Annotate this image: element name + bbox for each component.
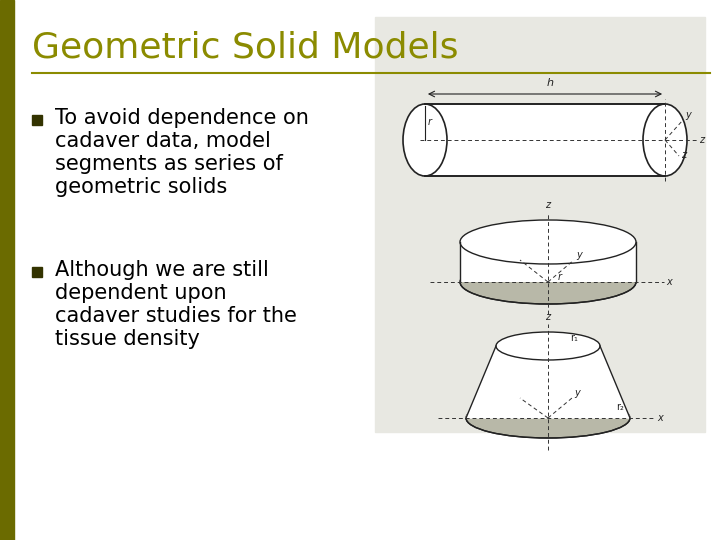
Text: To avoid dependence on: To avoid dependence on — [55, 108, 309, 128]
Text: x: x — [666, 277, 672, 287]
Text: h: h — [546, 78, 554, 88]
Text: z: z — [546, 200, 551, 210]
Ellipse shape — [460, 260, 636, 304]
Bar — [0, 0, 14, 540]
Text: y: y — [574, 388, 580, 398]
Text: tissue density: tissue density — [55, 329, 200, 349]
Text: r: r — [558, 272, 562, 282]
Bar — [32, 267, 42, 277]
Ellipse shape — [460, 220, 636, 264]
Text: r₁: r₁ — [570, 333, 578, 343]
Text: dependent upon: dependent upon — [55, 283, 227, 303]
Text: Although we are still: Although we are still — [55, 260, 269, 280]
Text: x: x — [657, 413, 662, 423]
Bar — [32, 115, 42, 125]
Text: y: y — [685, 110, 690, 120]
Ellipse shape — [403, 104, 447, 176]
Text: z: z — [546, 312, 551, 322]
Bar — [460, 242, 636, 282]
Text: r₂: r₂ — [616, 402, 624, 412]
Text: z: z — [681, 150, 686, 160]
Text: segments as series of: segments as series of — [55, 154, 283, 174]
Text: r: r — [428, 117, 432, 127]
Ellipse shape — [496, 332, 600, 360]
Text: z: z — [699, 135, 704, 145]
Bar — [375, 17, 705, 432]
Text: cadaver studies for the: cadaver studies for the — [55, 306, 297, 326]
Ellipse shape — [466, 398, 630, 438]
Bar — [425, 104, 665, 176]
Text: geometric solids: geometric solids — [55, 177, 228, 197]
Ellipse shape — [643, 104, 687, 176]
Text: cadaver data, model: cadaver data, model — [55, 131, 271, 151]
Text: y: y — [576, 250, 582, 260]
Polygon shape — [466, 346, 630, 418]
Text: Geometric Solid Models: Geometric Solid Models — [32, 30, 459, 64]
